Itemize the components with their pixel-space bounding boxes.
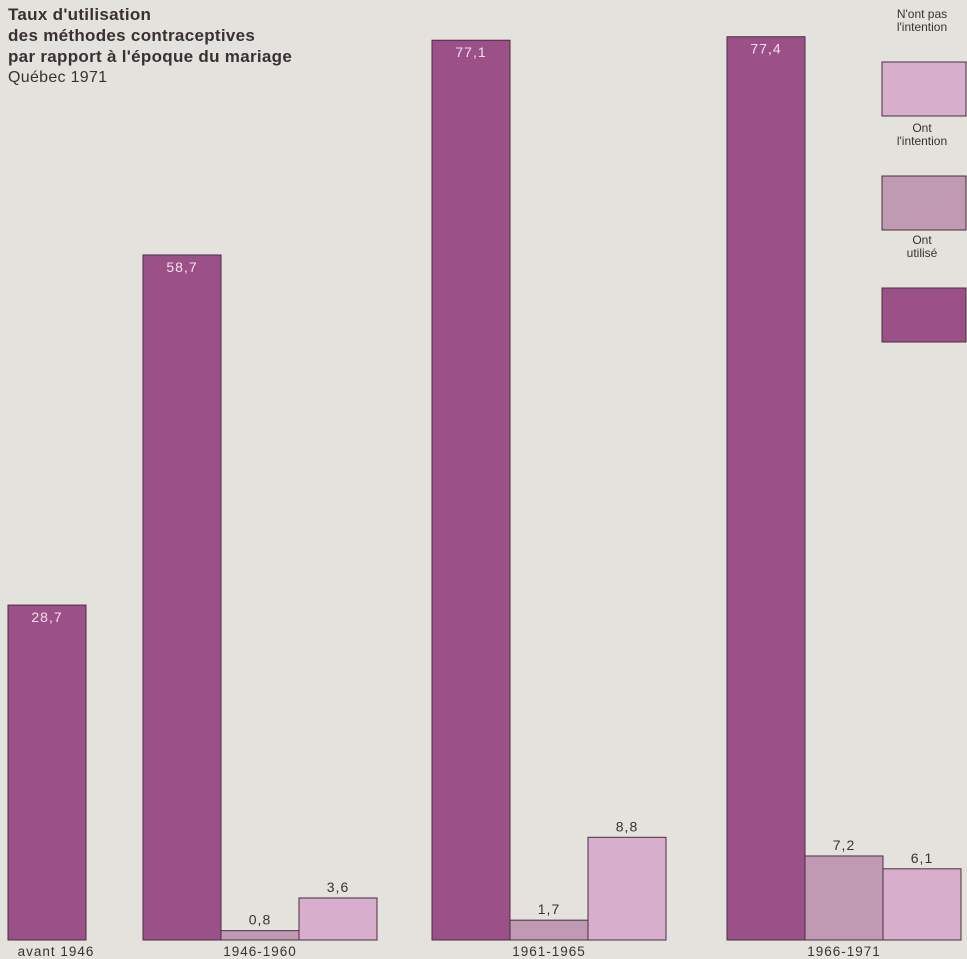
data-label: 77,1	[455, 44, 486, 60]
legend-swatch	[881, 287, 967, 343]
data-label: 77,4	[750, 41, 781, 57]
bar-nont-pas-intention-3	[882, 868, 962, 941]
chart-title-line-2: des méthodes contraceptives	[8, 26, 256, 45]
data-label: 58,7	[166, 259, 197, 275]
category-label: 1966-1971	[807, 944, 881, 959]
bar-nont-pas-intention-2	[587, 836, 667, 941]
chart-title-line-1: Taux d'utilisation	[8, 5, 152, 24]
data-label: 0,8	[249, 912, 271, 928]
bar-ont-utilise-2	[431, 39, 511, 941]
bar-ont-utilise-0	[7, 604, 87, 941]
legend-label: Ont	[912, 121, 932, 135]
bar-nont-pas-intention-1	[298, 897, 378, 941]
chart-subtitle: Québec 1971	[8, 69, 108, 86]
chart-title-line-3: par rapport à l'époque du mariage	[8, 47, 293, 66]
category-label: 1946-1960	[223, 944, 297, 959]
category-label: 1961-1965	[512, 944, 586, 959]
data-label: 8,8	[616, 818, 638, 834]
legend-swatch	[881, 175, 967, 231]
data-label: 7,2	[833, 837, 855, 853]
legend-label: l'intention	[897, 20, 947, 34]
legend-label: utilisé	[907, 246, 938, 260]
chart-title-block: Taux d'utilisation des méthodes contrace…	[8, 4, 292, 88]
legend-label: l'intention	[897, 134, 947, 148]
bar-ont-utilise-1	[142, 254, 222, 941]
category-label: avant 1946	[18, 944, 95, 959]
bar-ont-intention-2	[509, 919, 589, 941]
data-label: 6,1	[911, 850, 933, 866]
data-label: 3,6	[327, 879, 349, 895]
data-label: 28,7	[31, 609, 62, 625]
legend-label: N'ont pas	[897, 7, 947, 21]
bar-ont-utilise-3	[726, 36, 806, 941]
legend-swatch	[881, 61, 967, 117]
legend-label: Ont	[912, 233, 932, 247]
bar-ont-intention-1	[220, 930, 300, 941]
bar-ont-intention-3	[804, 855, 884, 941]
data-label: 1,7	[538, 901, 560, 917]
